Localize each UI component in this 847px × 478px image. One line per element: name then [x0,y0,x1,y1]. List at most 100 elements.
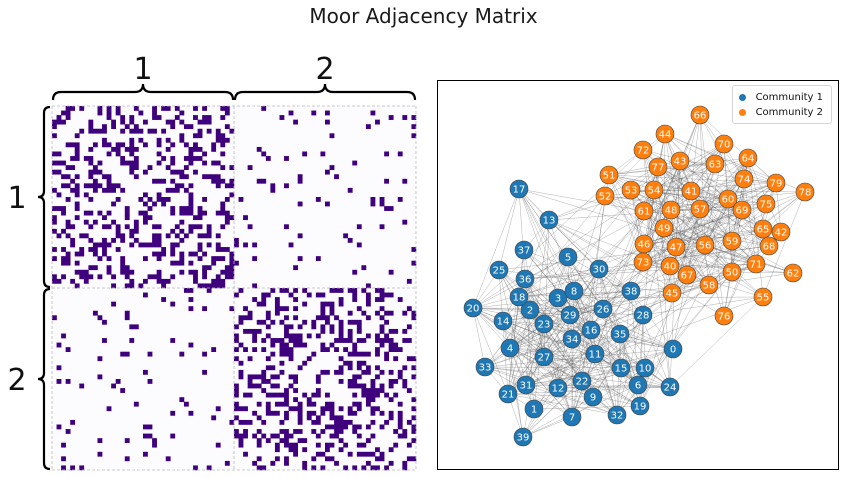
matrix-cell [224,265,230,271]
graph-node-marker [509,287,529,307]
graph-node-marker [746,254,766,274]
matrix-cell [265,438,271,443]
graph-edge [484,297,559,368]
matrix-cell [293,451,298,457]
matrix-cell [220,137,226,143]
matrix-cell [202,151,207,157]
matrix-cell [202,369,207,375]
matrix-cell [143,256,148,261]
curly-brace [37,287,51,471]
matrix-cell [343,347,349,352]
matrix-cell [188,210,194,216]
matrix-cell [206,283,212,289]
matrix-cell [306,356,312,362]
graph-node-label: 18 [513,293,526,304]
matrix-cell [211,146,217,152]
matrix-cell [397,433,403,439]
matrix-cell [120,237,126,243]
matrix-cell [174,106,180,111]
graph-edge [653,182,777,191]
matrix-cell [88,119,94,125]
matrix-cell [370,410,376,416]
matrix-cell [97,242,103,248]
matrix-cell [156,251,162,257]
graph-edge [557,143,725,299]
matrix-cell [384,338,389,343]
matrix-cell [284,397,289,403]
matrix-cell [106,187,112,193]
matrix-cell [243,429,248,434]
matrix-cell [347,410,353,416]
matrix-cell [133,324,139,330]
matrix-cell [320,301,326,307]
matrix-cell [284,438,289,443]
matrix-cell [193,142,198,148]
matrix-cell [320,410,326,416]
matrix-cell [288,292,294,298]
matrix-cell [161,247,167,252]
matrix-cell [320,347,326,352]
matrix-cell [243,315,248,321]
graph-node: 42 [771,222,791,242]
matrix-cell [234,260,239,266]
matrix-cell [375,288,380,293]
matrix-cell [193,251,198,257]
graph-edge [670,209,764,298]
matrix-cell [397,297,403,302]
graph-node-marker [475,357,495,377]
matrix-cell [261,379,267,384]
matrix-cell [115,110,121,116]
graph-edge [699,114,706,246]
graph-edge [472,307,486,368]
matrix-cell [97,315,103,321]
graph-node: 3 [548,288,568,308]
graph-node-marker [558,247,578,267]
matrix-cell [179,119,185,125]
matrix-cell [74,183,80,189]
graph-node: 63 [705,154,725,174]
matrix-cell [270,351,276,357]
matrix-cell [325,369,330,375]
graph-node-label: 49 [658,224,671,235]
matrix-cell [329,342,335,348]
matrix-cell [188,297,194,302]
matrix-cell [379,306,385,312]
matrix-cell [252,383,258,389]
matrix-cell [356,424,362,430]
matrix-cell [179,251,185,257]
matrix-cell [215,274,221,280]
matrix-cell [411,356,417,362]
matrix-cell [329,456,335,462]
matrix-cell [197,283,203,289]
matrix-cell [92,178,98,184]
graph-node: 5 [558,247,578,267]
matrix-cell [165,165,171,170]
matrix-cell [288,442,294,448]
matrix-cell [124,224,130,230]
graph-node-label: 59 [726,237,739,248]
matrix-cell [379,369,385,375]
matrix-cell [52,274,57,280]
matrix-cell [293,388,298,393]
matrix-cell [188,201,194,207]
matrix-cell [183,174,189,180]
graph-edge [663,227,794,274]
graph-edge [630,189,733,242]
matrix-cell [293,297,298,302]
matrix-cell [284,315,289,321]
graph-node-label: 71 [750,260,763,271]
matrix-cell [111,219,116,225]
matrix-cell [202,351,207,357]
matrix-cell [202,106,207,111]
matrix-cell [152,251,157,257]
matrix-cell [325,119,330,125]
graph-node-label: 31 [520,381,533,392]
matrix-cell [375,347,380,352]
matrix-cell [161,278,167,284]
graph-edge [699,182,777,210]
graph-node-label: 10 [639,364,652,375]
matrix-cell [279,306,285,312]
matrix-cell [352,429,358,434]
matrix-cell [124,310,130,316]
matrix-cell [261,292,267,298]
